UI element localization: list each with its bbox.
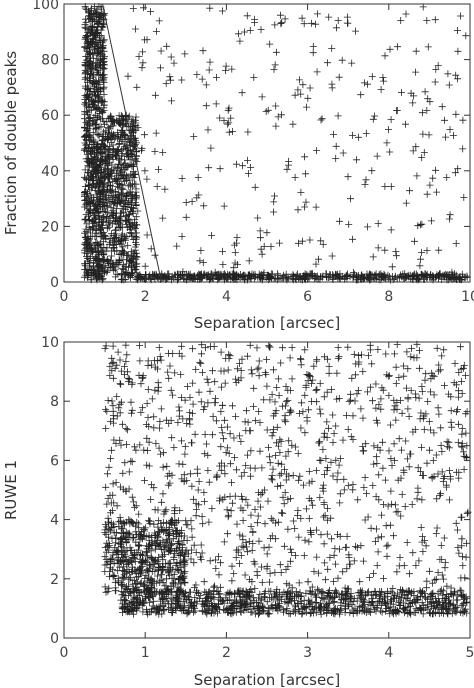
y-tick-label: 6	[50, 453, 59, 469]
y-tick-label: 80	[41, 53, 59, 69]
plus-markers	[101, 340, 472, 618]
top-x-axis-label: Separation [arcsec]	[194, 314, 341, 332]
y-tick-label: 20	[41, 219, 59, 235]
x-tick-label: 2	[222, 645, 231, 661]
x-tick-label: 1	[141, 645, 150, 661]
bottom-plot-panel: 0 1 2 3 4 5 0 2 4 6 8 10 Separation [arcsec] RUWE 1	[2, 335, 474, 688]
y-tick-label: 4	[50, 513, 59, 529]
x-tick-label: 0	[60, 645, 69, 661]
bottom-x-axis-label: Separation [arcsec]	[194, 671, 341, 688]
x-tick-label: 8	[384, 289, 393, 305]
bottom-y-axis-label: RUWE 1	[2, 460, 20, 520]
top-plot-panel: 0246810020406080100 Separation [arcsec] …	[2, 0, 474, 332]
reference-line	[102, 3, 162, 283]
top-plot-frame	[63, 3, 471, 283]
plus-markers	[80, 2, 471, 284]
x-tick-label: 3	[303, 645, 312, 661]
x-tick-label: 0	[60, 289, 69, 305]
y-tick-label: 0	[50, 631, 59, 647]
y-tick-label: 40	[41, 164, 59, 180]
y-tick-label: 8	[50, 394, 59, 410]
x-tick-label: 5	[466, 645, 474, 661]
y-tick-label: 60	[41, 108, 59, 124]
top-y-axis-label: Fraction of double peaks	[2, 51, 20, 235]
bottom-axis-ticks: 0 1 2 3 4 5 0 2 4 6 8 10	[41, 335, 474, 661]
y-tick-label: 0	[50, 275, 59, 291]
x-tick-label: 6	[303, 289, 312, 305]
y-tick-label: 2	[50, 572, 59, 588]
top-axis-ticks: 0246810020406080100	[32, 0, 474, 305]
x-tick-label: 2	[141, 289, 150, 305]
x-tick-label: 4	[384, 645, 393, 661]
x-tick-label: 10	[461, 289, 474, 305]
bottom-plot-frame	[63, 341, 471, 639]
bottom-scatter-points	[101, 340, 472, 618]
x-tick-label: 4	[222, 289, 231, 305]
y-tick-label: 10	[41, 335, 59, 351]
y-tick-label: 100	[32, 0, 59, 13]
top-scatter-points	[80, 2, 471, 284]
